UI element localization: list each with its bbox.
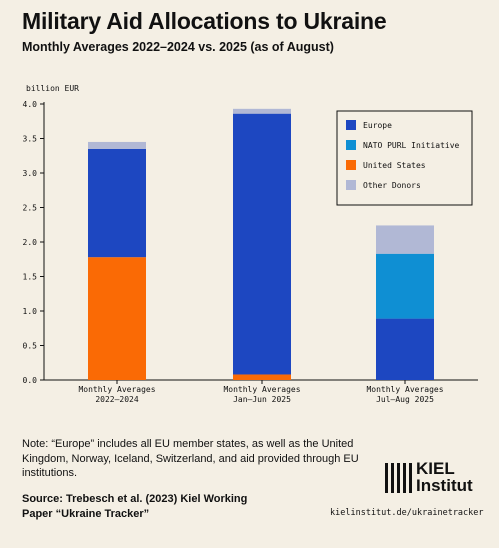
source-citation: Source: Trebesch et al. (2023) Kiel Work… — [22, 493, 248, 520]
legend-label: Europe — [363, 121, 392, 130]
logo-bars-icon — [385, 463, 415, 493]
bar-segment-other-donors — [233, 108, 291, 114]
x-tick-label: Jul–Aug 2025 — [376, 395, 434, 404]
y-tick-label: 0.0 — [23, 376, 38, 385]
tracker-url[interactable]: kielinstitut.de/ukrainetracker — [330, 508, 484, 518]
legend-swatch — [346, 120, 356, 130]
chart-title: Military Aid Allocations to Ukraine — [22, 8, 387, 34]
y-tick-label: 0.5 — [23, 342, 38, 351]
logo-text-line1: KIEL — [416, 459, 455, 478]
legend-swatch — [346, 180, 356, 190]
y-tick-label: 2.0 — [23, 238, 38, 247]
bar-segment-other-donors — [88, 141, 146, 149]
legend-label: NATO PURL Initiative — [363, 141, 460, 150]
bar-segment-nato-purl-initiative — [376, 253, 434, 319]
logo-text-line2: Institut — [416, 476, 473, 495]
y-tick-label: 1.0 — [23, 307, 38, 316]
y-tick-label: 3.0 — [23, 169, 38, 178]
x-tick-label: Jan–Jun 2025 — [233, 395, 291, 404]
bar-segment-europe — [88, 148, 146, 258]
y-tick-label: 2.5 — [23, 204, 38, 213]
y-tick-label: 1.5 — [23, 273, 38, 282]
x-tick-label: Monthly Averages — [223, 385, 300, 394]
x-tick-label: Monthly Averages — [78, 385, 155, 394]
x-tick-label: Monthly Averages — [366, 385, 443, 394]
y-tick-label: 3.5 — [23, 135, 38, 144]
bar-segment-other-donors — [376, 225, 434, 254]
legend-swatch — [346, 160, 356, 170]
footnote: Note: “Europe” includes all EU member st… — [22, 438, 359, 479]
chart-subtitle: Monthly Averages 2022–2024 vs. 2025 (as … — [22, 40, 334, 54]
x-tick-label: 2022–2024 — [95, 395, 139, 404]
bar-segment-united-states — [88, 257, 146, 380]
kiel-institut-logo: KIEL Institut — [385, 459, 485, 501]
legend-label: Other Donors — [363, 181, 421, 190]
bar-segment-europe — [233, 113, 291, 375]
y-tick-label: 4.0 — [23, 100, 38, 109]
legend-label: United States — [363, 161, 426, 170]
legend-swatch — [346, 140, 356, 150]
y-axis-label: billion EUR — [26, 84, 79, 93]
bar-segment-united-states — [233, 374, 291, 380]
bar-segment-europe — [376, 318, 434, 380]
legend-box — [336, 110, 473, 206]
